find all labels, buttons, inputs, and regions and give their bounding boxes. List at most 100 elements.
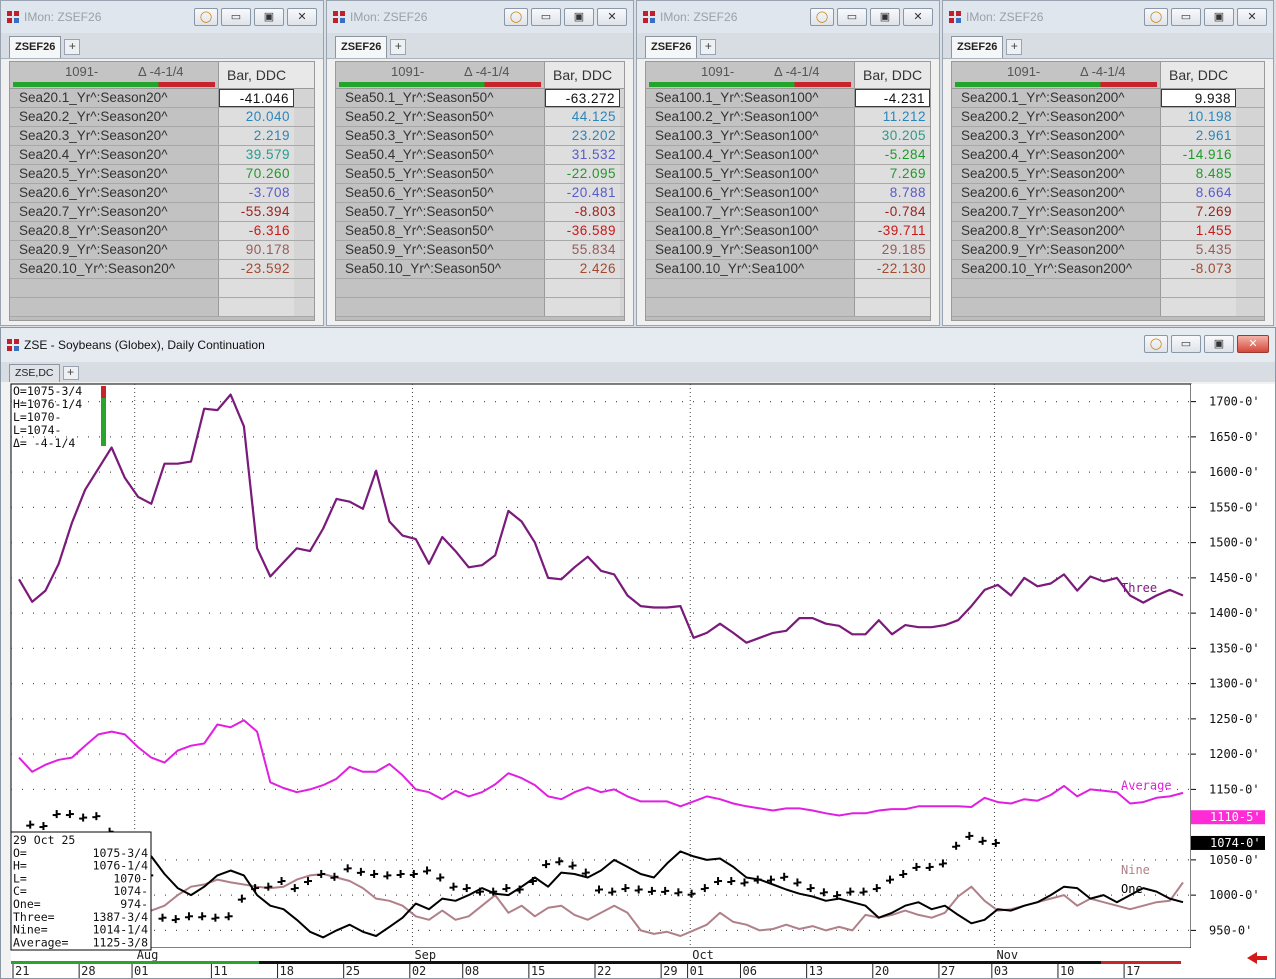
bar-ddc-value[interactable]: -22.130 — [855, 260, 930, 278]
close-button[interactable]: ✕ — [903, 8, 933, 26]
bar-ddc-value[interactable]: -14.916 — [1161, 146, 1236, 164]
table-row[interactable]: Sea20.1_Yr^:Season20^ -41.046 — [10, 89, 314, 108]
bar-ddc-value[interactable]: -8.073 — [1161, 260, 1236, 278]
column-header-bar-ddc[interactable]: Bar, DDC — [1161, 62, 1264, 88]
series-line-average[interactable] — [18, 719, 1184, 817]
series-line-three[interactable] — [18, 393, 1184, 644]
bar-ddc-value[interactable]: -55.394 — [219, 203, 294, 221]
bar-ddc-value[interactable]: 2.219 — [219, 127, 294, 145]
bar-ddc-value[interactable]: -4.231 — [855, 89, 930, 107]
series-line-nine[interactable] — [18, 873, 1184, 937]
maximize-button[interactable]: ▣ — [564, 8, 594, 26]
table-row[interactable]: Sea20.6_Yr^:Season20^ -3.708 — [10, 184, 314, 203]
bar-ddc-value[interactable]: -36.589 — [545, 222, 620, 240]
link-circle-button[interactable]: ◯ — [194, 8, 218, 26]
close-button[interactable]: ✕ — [1237, 8, 1267, 26]
table-row[interactable]: Sea200.10_Yr^:Season200^ -8.073 — [952, 260, 1264, 279]
close-button[interactable]: ✕ — [597, 8, 627, 26]
table-row[interactable]: Sea50.1_Yr^:Season50^ -63.272 — [336, 89, 624, 108]
quote-grid[interactable]: 1091- Δ -4-1/4 Bar, DDC Sea200.1_Yr^:Sea… — [951, 61, 1265, 321]
table-row[interactable]: Sea100.7_Yr^:Season100^ -0.784 — [646, 203, 930, 222]
bar-ddc-value[interactable]: 7.269 — [1161, 203, 1236, 221]
quote-grid[interactable]: 1091- Δ -4-1/4 Bar, DDC Sea50.1_Yr^:Seas… — [335, 61, 625, 321]
close-button[interactable]: ✕ — [1237, 335, 1269, 353]
cursor-data-window[interactable] — [10, 831, 152, 951]
table-row[interactable]: Sea100.5_Yr^:Season100^ 7.269 — [646, 165, 930, 184]
table-row[interactable]: Sea20.4_Yr^:Season20^ 39.579 — [10, 146, 314, 165]
series-line-one[interactable] — [18, 850, 1184, 939]
imon-titlebar[interactable]: IMon: ZSEF26 ◯ ▭ ▣ ✕ — [1, 1, 323, 33]
bar-ddc-value[interactable]: -39.711 — [855, 222, 930, 240]
add-tab-plus-icon[interactable]: + — [64, 39, 81, 55]
link-circle-button[interactable]: ◯ — [810, 8, 834, 26]
tab-zsef26[interactable]: ZSEF26 — [9, 36, 62, 58]
tab-zsef26[interactable]: ZSEF26 — [645, 36, 698, 58]
bar-ddc-value[interactable]: 2.961 — [1161, 127, 1236, 145]
column-header-bar-ddc[interactable]: Bar, DDC — [545, 62, 624, 88]
column-header-bar-ddc[interactable]: Bar, DDC — [855, 62, 930, 88]
minimize-button[interactable]: ▭ — [837, 8, 867, 26]
bar-ddc-value[interactable]: 8.485 — [1161, 165, 1236, 183]
table-row[interactable]: Sea200.9_Yr^:Season200^ 5.435 — [952, 241, 1264, 260]
bar-ddc-value[interactable]: -3.708 — [219, 184, 294, 202]
bar-ddc-value[interactable]: -20.481 — [545, 184, 620, 202]
add-tab-plus-icon[interactable]: + — [700, 39, 717, 55]
table-row[interactable]: Sea50.3_Yr^:Season50^ 23.202 — [336, 127, 624, 146]
imon-titlebar[interactable]: IMon: ZSEF26 ◯ ▭ ▣ ✕ — [637, 1, 939, 33]
bar-ddc-value[interactable]: 9.938 — [1161, 89, 1236, 107]
add-tab-plus-icon[interactable]: + — [390, 39, 407, 55]
table-row[interactable]: Sea50.5_Yr^:Season50^ -22.095 — [336, 165, 624, 184]
bar-ddc-value[interactable]: 31.532 — [545, 146, 620, 164]
bar-ddc-value[interactable]: 90.178 — [219, 241, 294, 259]
table-row[interactable]: Sea50.7_Yr^:Season50^ -8.803 — [336, 203, 624, 222]
price-axis[interactable] — [1191, 384, 1275, 978]
quote-grid[interactable]: 1091- Δ -4-1/4 Bar, DDC Sea20.1_Yr^:Seas… — [9, 61, 315, 321]
table-row[interactable]: Sea50.6_Yr^:Season50^ -20.481 — [336, 184, 624, 203]
table-row[interactable]: Sea20.5_Yr^:Season20^ 70.260 — [10, 165, 314, 184]
add-tab-plus-icon[interactable]: + — [62, 366, 79, 380]
price-chart[interactable]: 1700-0' 1650-0' 1600-0' 1550-0' 1500-0' 1450-… — [1, 382, 1275, 978]
bar-ddc-value[interactable]: 39.579 — [219, 146, 294, 164]
bar-ddc-value[interactable]: 70.260 — [219, 165, 294, 183]
bar-ddc-value[interactable]: -0.784 — [855, 203, 930, 221]
table-row[interactable]: Sea50.9_Yr^:Season50^ 55.834 — [336, 241, 624, 260]
table-row[interactable]: Sea200.1_Yr^:Season200^ 9.938 — [952, 89, 1264, 108]
bar-ddc-value[interactable]: 11.212 — [855, 108, 930, 126]
bar-ddc-value[interactable]: -6.316 — [219, 222, 294, 240]
table-row[interactable]: Sea100.1_Yr^:Season100^ -4.231 — [646, 89, 930, 108]
scroll-right-arrow-icon[interactable] — [1247, 952, 1267, 964]
minimize-button[interactable]: ▭ — [1171, 335, 1201, 353]
table-row[interactable]: Sea200.3_Yr^:Season200^ 2.961 — [952, 127, 1264, 146]
chart-titlebar[interactable]: ZSE - Soybeans (Globex), Daily Continuat… — [1, 328, 1275, 362]
table-row[interactable]: Sea20.9_Yr^:Season20^ 90.178 — [10, 241, 314, 260]
table-row[interactable]: Sea50.8_Yr^:Season50^ -36.589 — [336, 222, 624, 241]
imon-titlebar[interactable]: IMon: ZSEF26 ◯ ▭ ▣ ✕ — [943, 1, 1273, 33]
table-row[interactable]: Sea100.9_Yr^:Season100^ 29.185 — [646, 241, 930, 260]
bar-ddc-value[interactable]: 2.426 — [545, 260, 620, 278]
table-row[interactable]: Sea20.10_Yr^:Season20^ -23.592 — [10, 260, 314, 279]
bar-ddc-value[interactable]: -63.272 — [545, 89, 620, 107]
tab-zsef26[interactable]: ZSEF26 — [951, 36, 1004, 58]
add-tab-plus-icon[interactable]: + — [1006, 39, 1023, 55]
imon-titlebar[interactable]: IMon: ZSEF26 ◯ ▭ ▣ ✕ — [327, 1, 633, 33]
table-row[interactable]: Sea200.6_Yr^:Season200^ 8.664 — [952, 184, 1264, 203]
table-row[interactable]: Sea100.6_Yr^:Season100^ 8.788 — [646, 184, 930, 203]
maximize-button[interactable]: ▣ — [1204, 8, 1234, 26]
table-row[interactable]: Sea200.2_Yr^:Season200^ 10.198 — [952, 108, 1264, 127]
table-row[interactable]: Sea100.4_Yr^:Season100^ -5.284 — [646, 146, 930, 165]
bar-ddc-value[interactable]: 1.455 — [1161, 222, 1236, 240]
bar-ddc-value[interactable]: 44.125 — [545, 108, 620, 126]
maximize-button[interactable]: ▣ — [1204, 335, 1234, 353]
bar-ddc-value[interactable]: 8.788 — [855, 184, 930, 202]
maximize-button[interactable]: ▣ — [254, 8, 284, 26]
bar-ddc-value[interactable]: -22.095 — [545, 165, 620, 183]
table-row[interactable]: Sea20.7_Yr^:Season20^ -55.394 — [10, 203, 314, 222]
bar-ddc-value[interactable]: 23.202 — [545, 127, 620, 145]
bar-ddc-value[interactable]: 10.198 — [1161, 108, 1236, 126]
table-row[interactable]: Sea100.8_Yr^:Season100^ -39.711 — [646, 222, 930, 241]
bar-ddc-value[interactable]: -8.803 — [545, 203, 620, 221]
close-button[interactable]: ✕ — [287, 8, 317, 26]
table-row[interactable]: Sea200.8_Yr^:Season200^ 1.455 — [952, 222, 1264, 241]
table-row[interactable]: Sea50.4_Yr^:Season50^ 31.532 — [336, 146, 624, 165]
bar-ddc-value[interactable]: -41.046 — [219, 89, 294, 107]
